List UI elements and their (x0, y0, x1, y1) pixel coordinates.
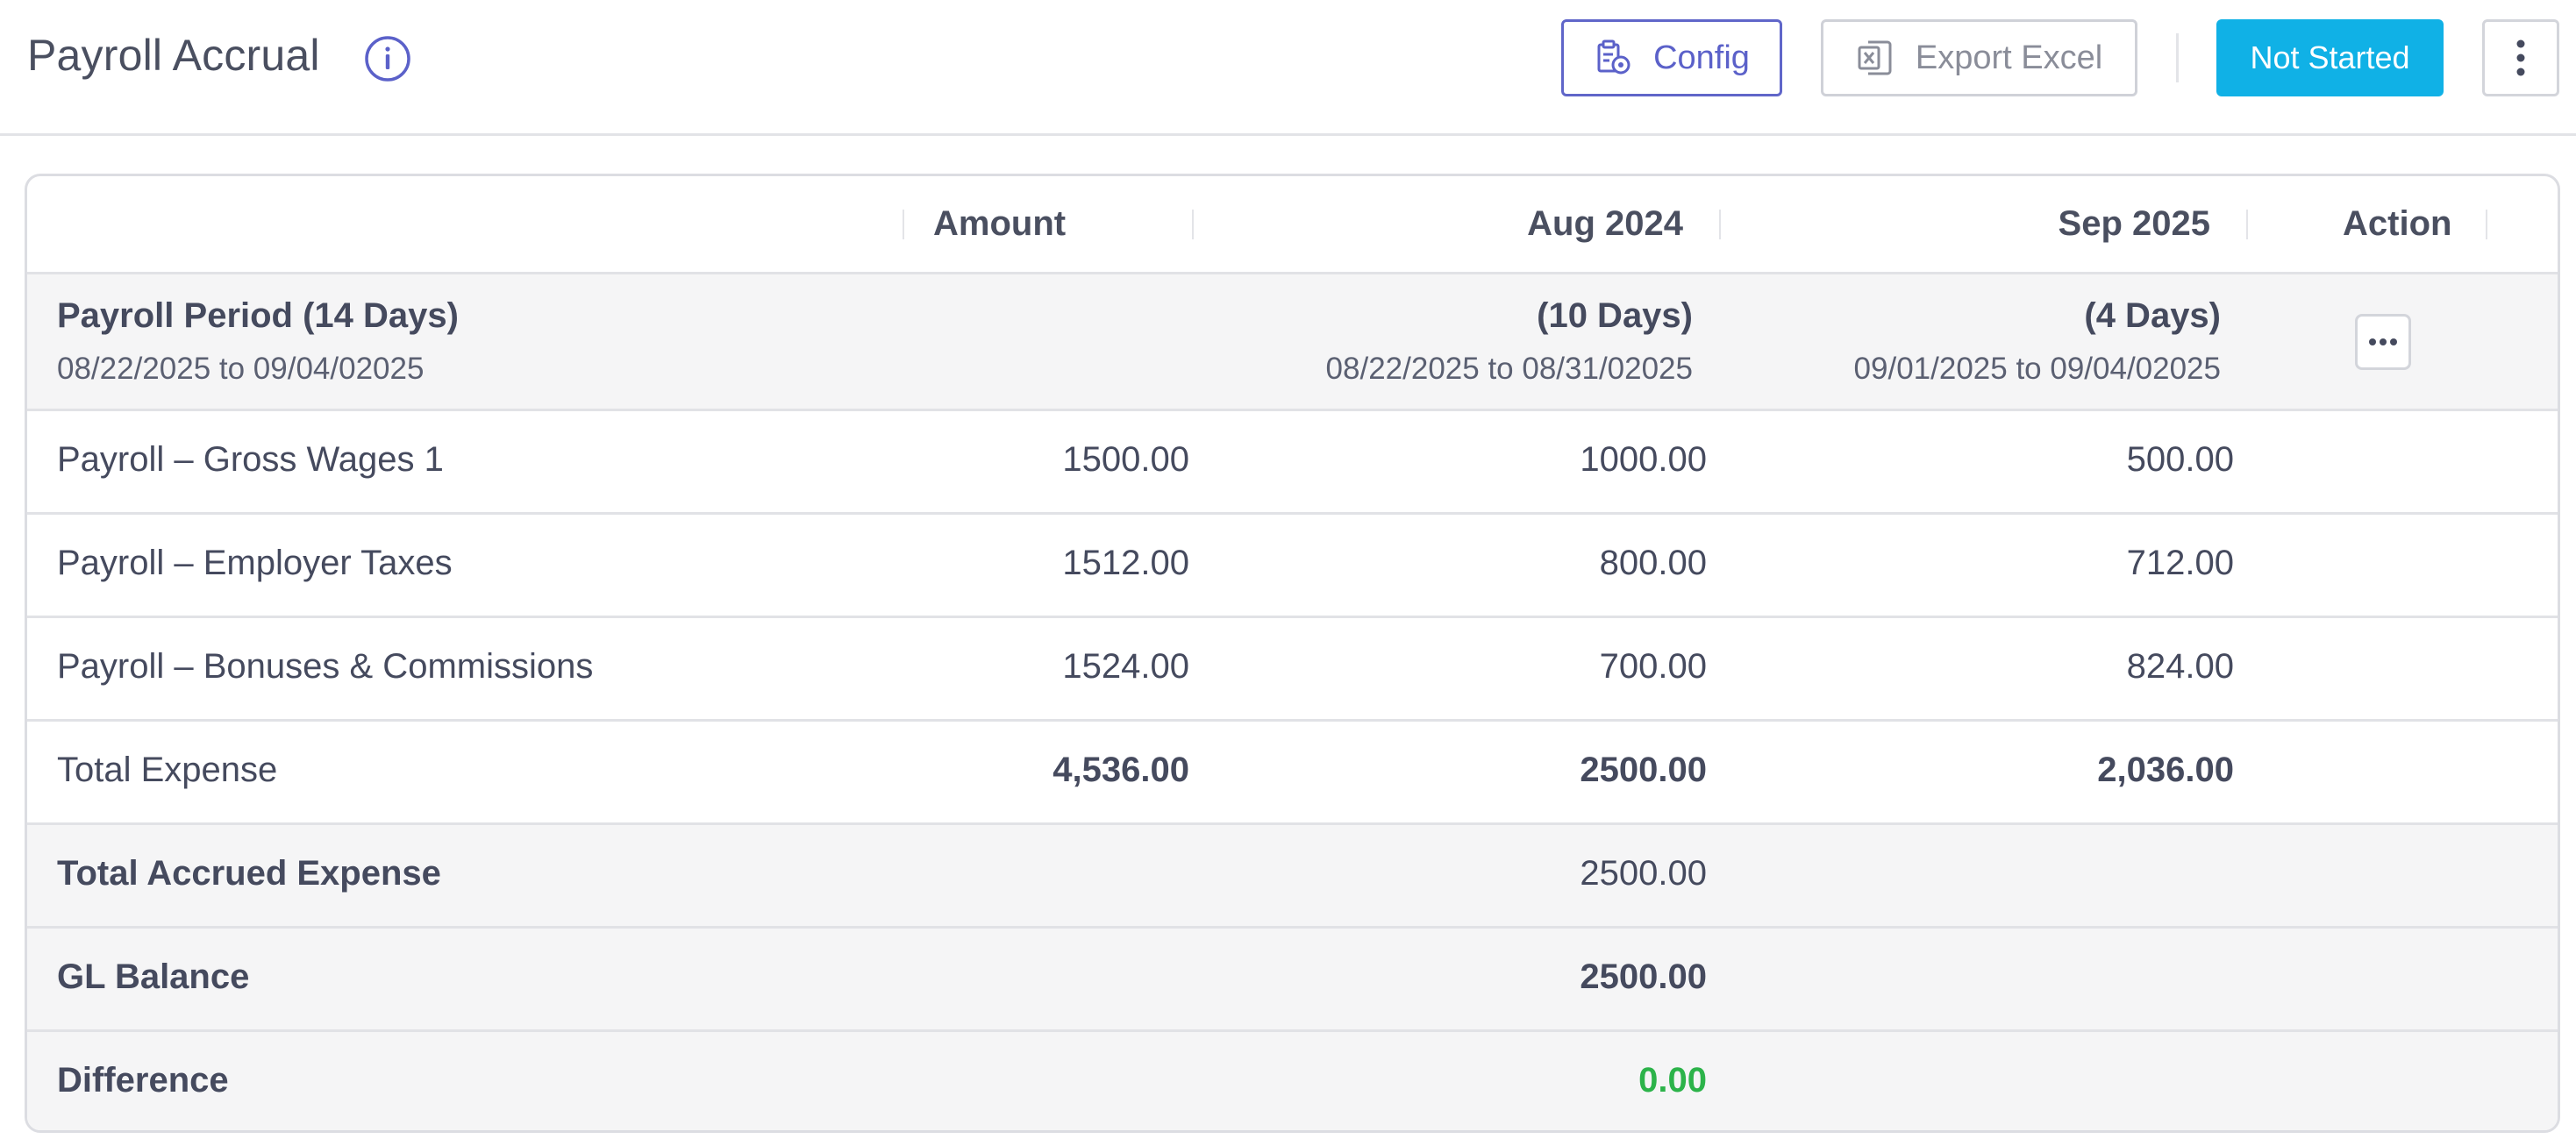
more-options-button[interactable] (2482, 19, 2559, 96)
gl-balance-label: GL Balance (57, 957, 250, 996)
payroll-period-row: Payroll Period (14 Days) 08/22/2025 to 0… (27, 274, 2558, 411)
column-separator (2246, 210, 2248, 239)
sep-period-range: 09/01/2025 to 09/04/02025 (1853, 352, 2221, 386)
export-excel-button[interactable]: Export Excel (1821, 19, 2137, 96)
table-row: Payroll – Gross Wages 1 1500.00 1000.00 … (27, 411, 2558, 515)
total-accrued-aug: 2500.00 (1580, 854, 1707, 893)
row-aug-value: 1000.00 (1580, 440, 1707, 479)
config-icon (1597, 39, 1631, 75)
toolbar-divider (2176, 33, 2179, 82)
row-sep-value: 500.00 (2126, 440, 2234, 479)
row-aug-value: 800.00 (1599, 544, 1707, 582)
total-accrued-label: Total Accrued Expense (57, 854, 441, 893)
total-expense-sep: 2,036.00 (2097, 751, 2234, 789)
total-expense-aug: 2500.00 (1580, 751, 1707, 789)
column-separator (903, 210, 904, 239)
row-aug-value: 700.00 (1599, 647, 1707, 686)
aug-period-range: 08/22/2025 to 08/31/02025 (1325, 352, 1693, 386)
period-label: Payroll Period (14 Days) (57, 296, 459, 335)
table-row: Payroll – Bonuses & Commissions 1524.00 … (27, 618, 2558, 722)
row-amount: 1500.00 (1062, 440, 1189, 479)
total-expense-amount: 4,536.00 (1053, 751, 1189, 789)
gl-balance-aug: 2500.00 (1580, 957, 1707, 996)
row-label: Payroll – Bonuses & Commissions (57, 647, 594, 686)
config-button[interactable]: Config (1561, 19, 1782, 96)
aug-period-days: (10 Days) (1537, 296, 1693, 335)
page-title: Payroll Accrual (27, 31, 320, 80)
row-amount: 1512.00 (1062, 544, 1189, 582)
table-row: Payroll – Employer Taxes 1512.00 800.00 … (27, 515, 2558, 618)
column-header-amount[interactable]: Amount (933, 204, 1067, 243)
row-sep-value: 712.00 (2126, 544, 2234, 582)
row-label: Payroll – Employer Taxes (57, 544, 453, 582)
column-separator (1192, 210, 1194, 239)
sep-period-days: (4 Days) (2084, 296, 2221, 335)
page-header: Payroll Accrual Config Export Excel Not … (0, 0, 2576, 136)
gl-balance-row: GL Balance 2500.00 (27, 929, 2558, 1032)
column-separator (1719, 210, 1721, 239)
column-header-aug[interactable]: Aug 2024 (1527, 204, 1683, 243)
column-separator (2486, 210, 2487, 239)
table-header-row: Amount Aug 2024 Sep 2025 Action (27, 176, 2558, 274)
difference-aug: 0.00 (1638, 1061, 1707, 1100)
export-excel-label: Export Excel (1915, 39, 2103, 76)
total-accrued-row: Total Accrued Expense 2500.00 (27, 825, 2558, 929)
row-label: Payroll – Gross Wages 1 (57, 440, 444, 479)
difference-row: Difference 0.00 (27, 1032, 2558, 1130)
row-sep-value: 824.00 (2126, 647, 2234, 686)
row-amount: 1524.00 (1062, 647, 1189, 686)
difference-label: Difference (57, 1061, 229, 1100)
config-button-label: Config (1653, 39, 1750, 76)
column-header-sep[interactable]: Sep 2025 (2058, 204, 2210, 243)
info-icon[interactable] (363, 34, 412, 83)
column-header-action: Action (2343, 204, 2452, 243)
total-expense-row: Total Expense 4,536.00 2500.00 2,036.00 (27, 722, 2558, 825)
row-action-button[interactable] (2355, 314, 2411, 370)
more-horizontal-icon (2369, 338, 2397, 345)
kebab-vertical-icon (2516, 39, 2525, 76)
status-button-label: Not Started (2250, 39, 2410, 75)
status-button[interactable]: Not Started (2216, 19, 2444, 96)
period-range: 08/22/2025 to 09/04/02025 (57, 352, 425, 386)
total-expense-label: Total Expense (57, 751, 278, 789)
accrual-table: Amount Aug 2024 Sep 2025 Action Payroll … (25, 174, 2560, 1133)
excel-icon (1858, 40, 1892, 75)
